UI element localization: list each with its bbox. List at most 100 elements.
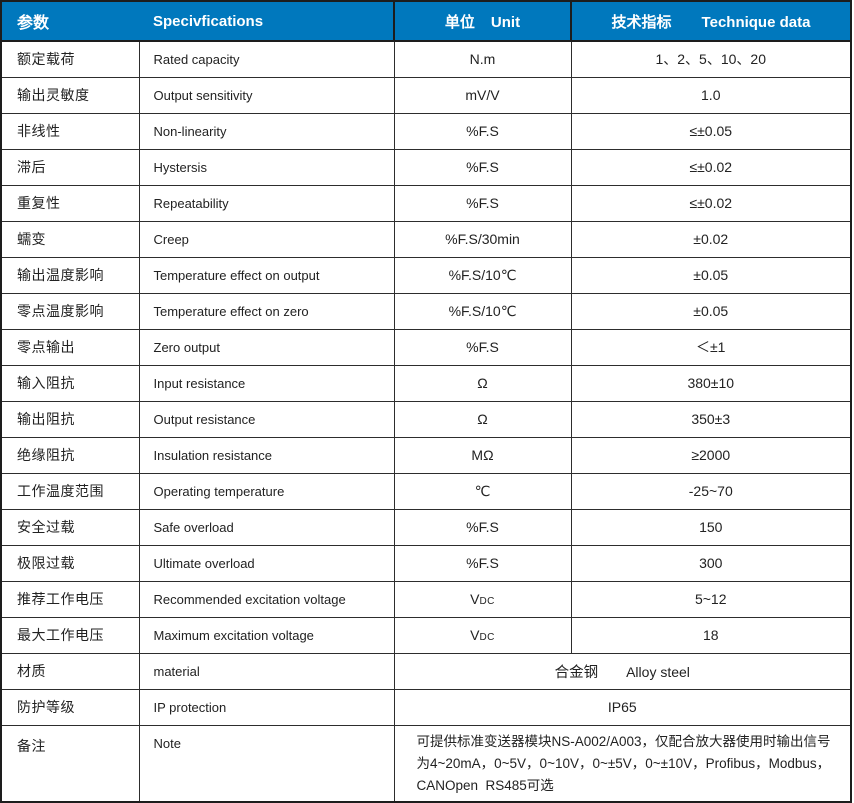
param-cn: 零点温度影响 xyxy=(0,292,140,330)
unit-cell-vdc: VDC xyxy=(393,616,572,654)
unit-cell-vdc: VDC xyxy=(393,580,572,618)
table-row: 推荐工作电压 Recommended excitation voltage VD… xyxy=(0,580,852,618)
unit-cell: Ω xyxy=(393,364,572,402)
unit-cell: %F.S xyxy=(393,544,572,582)
param-cn: 输出阻抗 xyxy=(0,400,140,438)
table-row: 输出灵敏度 Output sensitivity mV/V 1.0 xyxy=(0,76,852,114)
unit-v: V xyxy=(470,591,480,607)
table-row-material: 材质 material 合金钢 Alloy steel xyxy=(0,652,852,690)
param-cn: 输出温度影响 xyxy=(0,256,140,294)
table-row: 最大工作电压 Maximum excitation voltage VDC 18 xyxy=(0,616,852,654)
table-row: 输出阻抗 Output resistance Ω 350±3 xyxy=(0,400,852,438)
header-specifications: Specivfications xyxy=(139,1,394,42)
param-cn: 滞后 xyxy=(0,148,140,186)
value-cell: ≤±0.02 xyxy=(570,148,852,186)
value-cell: 1.0 xyxy=(570,76,852,114)
param-en: Recommended excitation voltage xyxy=(138,580,395,618)
param-en: Input resistance xyxy=(138,364,395,402)
table-row: 输入阻抗 Input resistance Ω 380±10 xyxy=(0,364,852,402)
param-en: Temperature effect on zero xyxy=(138,292,395,330)
table-row: 非线性 Non-linearity %F.S ≤±0.05 xyxy=(0,112,852,150)
value-cell: ±0.02 xyxy=(570,220,852,258)
param-en: Hystersis xyxy=(138,148,395,186)
param-cn: 极限过载 xyxy=(0,544,140,582)
table-row: 安全过载 Safe overload %F.S 150 xyxy=(0,508,852,546)
param-en: IP protection xyxy=(138,688,395,726)
param-en: Insulation resistance xyxy=(138,436,395,474)
param-cn: 额定载荷 xyxy=(0,40,140,78)
value-cell: 380±10 xyxy=(570,364,852,402)
value-cell: 1、2、5、10、20 xyxy=(570,40,852,78)
unit-cell: Ω xyxy=(393,400,572,438)
value-cell: 300 xyxy=(570,544,852,582)
param-cn: 重复性 xyxy=(0,184,140,222)
unit-cell: %F.S/10℃ xyxy=(393,256,572,294)
header-technique-data: 技术指标 Technique data xyxy=(570,1,851,42)
param-en: Maximum excitation voltage xyxy=(138,616,395,654)
header-technique-en: Technique data xyxy=(701,13,811,31)
table-header-row: 参数 Specivfications 单位 Unit 技术指标 Technique … xyxy=(1,1,851,42)
unit-cell: ℃ xyxy=(393,472,572,510)
table-row: 工作温度范围 Operating temperature ℃ -25~70 xyxy=(0,472,852,510)
unit-cell: %F.S xyxy=(393,184,572,222)
unit-cell: %F.S/10℃ xyxy=(393,292,572,330)
value-cell: ±0.05 xyxy=(570,292,852,330)
unit-cell: MΩ xyxy=(393,436,572,474)
material-en: Alloy steel xyxy=(626,663,690,680)
value-cell: ±0.05 xyxy=(570,256,852,294)
table-row: 输出温度影响 Temperature effect on output %F.S… xyxy=(0,256,852,294)
param-cn: 输入阻抗 xyxy=(0,364,140,402)
param-en: Temperature effect on output xyxy=(138,256,395,294)
table-row: 绝缘阻抗 Insulation resistance MΩ ≥2000 xyxy=(0,436,852,474)
unit-dc-subscript: DC xyxy=(479,596,495,607)
table-row: 零点温度影响 Temperature effect on zero %F.S/1… xyxy=(0,292,852,330)
value-cell: ＜±1 xyxy=(570,328,852,366)
header-unit: 单位 Unit xyxy=(393,1,571,42)
param-cn: 防护等级 xyxy=(0,688,140,726)
value-cell: ≤±0.05 xyxy=(570,112,852,150)
param-en: Operating temperature xyxy=(138,472,395,510)
param-cn: 蠕变 xyxy=(0,220,140,258)
header-unit-en: Unit xyxy=(490,13,521,31)
table-row: 滞后 Hystersis %F.S ≤±0.02 xyxy=(0,148,852,186)
param-en: Output sensitivity xyxy=(138,76,395,114)
param-en: Safe overload xyxy=(138,508,395,546)
ip-rating-cell: IP65 xyxy=(393,688,852,726)
param-en: Zero output xyxy=(138,328,395,366)
value-cell: ≤±0.02 xyxy=(570,184,852,222)
header-unit-zh: 单位 xyxy=(444,13,475,31)
param-cn: 最大工作电压 xyxy=(0,616,140,654)
param-cn: 绝缘阻抗 xyxy=(0,436,140,474)
table-row-ip: 防护等级 IP protection IP65 xyxy=(0,688,852,726)
param-en: Rated capacity xyxy=(138,40,395,78)
param-en: Ultimate overload xyxy=(138,544,395,582)
unit-cell: mV/V xyxy=(393,76,572,114)
value-cell: -25~70 xyxy=(570,472,852,510)
table-row: 蠕变 Creep %F.S/30min ±0.02 xyxy=(0,220,852,258)
note-text-cell: 可提供标准变送器模块NS-A002/A003，仅配合放大器使用时输出信号为4~2… xyxy=(393,724,852,802)
param-cn: 工作温度范围 xyxy=(0,472,140,510)
header-parameter: 参数 xyxy=(1,1,139,42)
unit-cell: %F.S xyxy=(393,112,572,150)
table-row: 额定载荷 Rated capacity N.m 1、2、5、10、20 xyxy=(0,40,852,78)
value-cell: 150 xyxy=(570,508,852,546)
param-en: material xyxy=(138,652,395,690)
param-en: Note xyxy=(138,724,395,802)
param-en: Non-linearity xyxy=(138,112,395,150)
param-cn: 安全过载 xyxy=(0,508,140,546)
param-en: Creep xyxy=(138,220,395,258)
unit-cell: %F.S xyxy=(393,148,572,186)
material-value-cell: 合金钢 Alloy steel xyxy=(393,652,852,690)
unit-dc-subscript: DC xyxy=(479,632,495,643)
value-cell: 5~12 xyxy=(570,580,852,618)
param-cn: 推荐工作电压 xyxy=(0,580,140,618)
table-row: 重复性 Repeatability %F.S ≤±0.02 xyxy=(0,184,852,222)
table-row: 零点输出 Zero output %F.S ＜±1 xyxy=(0,328,852,366)
unit-cell: N.m xyxy=(393,40,572,78)
param-cn: 非线性 xyxy=(0,112,140,150)
header-technique-zh: 技术指标 xyxy=(611,13,672,31)
unit-v: V xyxy=(470,627,480,643)
param-cn: 备注 xyxy=(0,724,140,802)
